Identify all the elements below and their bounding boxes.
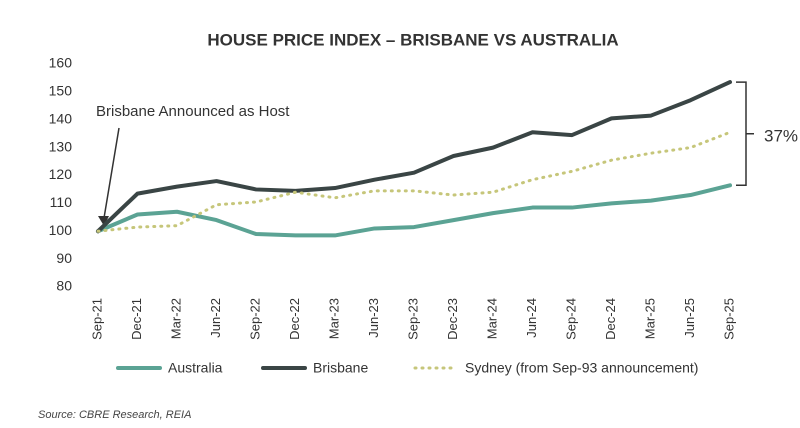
x-tick-label: Mar-22 xyxy=(168,298,183,339)
series-line xyxy=(96,130,732,233)
x-tick-label: Sep-25 xyxy=(721,298,736,340)
x-tick-label: Jun-25 xyxy=(682,298,697,338)
source: Source: CBRE Research, REIA xyxy=(38,409,191,421)
bracket xyxy=(736,81,754,187)
legend-label: Australia xyxy=(168,360,223,376)
y-tick-label: 90 xyxy=(56,250,72,266)
chart-title: HOUSE PRICE INDEX – BRISBANE VS AUSTRALI… xyxy=(207,30,618,49)
x-tick-label: Sep-21 xyxy=(89,298,104,340)
x-tick-label: Sep-22 xyxy=(247,298,262,340)
x-tick-label: Jun-23 xyxy=(366,298,381,338)
x-tick-label: Dec-22 xyxy=(287,298,302,340)
y-tick-label: 100 xyxy=(49,222,73,238)
y-tick-label: 110 xyxy=(50,194,73,210)
y-tick-label: 150 xyxy=(49,83,73,99)
annotation-arrow xyxy=(103,127,120,219)
annotation: 37% xyxy=(764,126,798,145)
y-tick-label: 120 xyxy=(49,166,73,182)
x-tick-label: Jun-24 xyxy=(524,298,539,338)
x-tick-label: Sep-23 xyxy=(405,298,420,340)
x-tick-label: Jun-22 xyxy=(208,298,223,338)
annotation: Brisbane Announced as Host xyxy=(96,103,290,120)
x-tick-label: Dec-21 xyxy=(129,298,144,340)
series-line xyxy=(96,183,732,238)
x-tick-label: Dec-24 xyxy=(603,298,618,340)
x-tick-label: Mar-25 xyxy=(642,298,657,339)
x-tick-label: Mar-24 xyxy=(484,298,499,339)
y-tick-label: 80 xyxy=(56,278,72,294)
legend-label: Brisbane xyxy=(313,360,368,376)
x-tick-label: Dec-23 xyxy=(445,298,460,340)
legend-label: Sydney (from Sep-93 announcement) xyxy=(465,360,698,376)
y-tick-label: 140 xyxy=(49,110,73,126)
x-tick-label: Mar-23 xyxy=(326,298,341,339)
x-tick-label: Sep-24 xyxy=(563,298,578,340)
series-line xyxy=(96,80,732,234)
y-tick-label: 130 xyxy=(49,138,73,154)
y-tick-label: 160 xyxy=(49,55,73,71)
arrow-head xyxy=(98,216,109,226)
